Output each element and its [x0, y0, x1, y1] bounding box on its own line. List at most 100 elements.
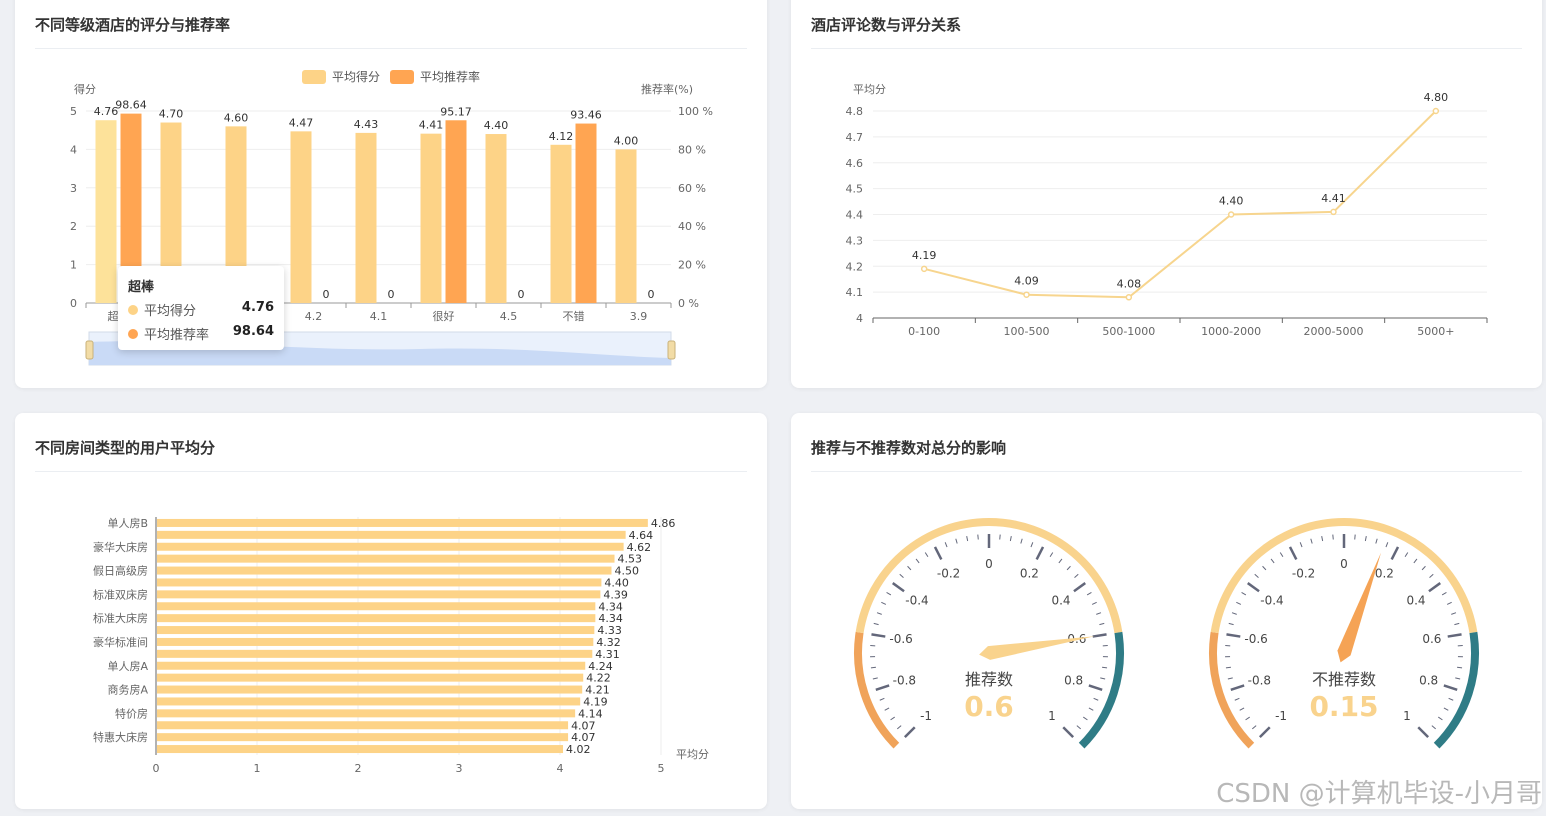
- zoom-handle-right: [667, 340, 676, 360]
- gauge-minor-tick: [884, 707, 890, 711]
- bar-recommend-label: 0: [388, 288, 395, 301]
- y-tick-label: 4.8: [846, 105, 864, 118]
- legend-swatch-score: [302, 70, 326, 84]
- gauge-minor-tick: [924, 552, 929, 558]
- gauge-minor-tick: [1228, 622, 1234, 626]
- gauge-minor-tick: [1086, 591, 1092, 596]
- bar-room: [157, 590, 601, 599]
- y-tick-label: 豪华标准间: [93, 635, 148, 649]
- chart1-divider: [35, 48, 747, 49]
- gauge-minor-tick: [1310, 538, 1313, 544]
- gauge-major-tick: [1288, 546, 1298, 561]
- card-room-type: 不同房间类型的用户平均分: [15, 413, 767, 809]
- gauge-minor-tick: [955, 538, 958, 544]
- gauge-minor-tick: [1245, 716, 1250, 721]
- gauge-minor-tick: [1083, 716, 1088, 721]
- bar-room-label: 4.02: [566, 743, 591, 756]
- x-tick-label: 3.9: [630, 310, 648, 323]
- gauge-minor-tick: [881, 601, 887, 605]
- data-point: [1023, 291, 1030, 298]
- bar-room-label: 4.86: [651, 517, 676, 530]
- gauge-major-tick: [1428, 582, 1442, 593]
- bar-room-label: 4.22: [586, 672, 611, 685]
- bar-score-label: 4.00: [614, 134, 639, 147]
- bar-room: [157, 709, 576, 718]
- watermark: CSDN @计算机毕设-小月哥: [1216, 779, 1542, 809]
- gauge-tick-label: 0.4: [1051, 594, 1070, 608]
- legend-label-recommend: 平均推荐率: [420, 69, 480, 84]
- bar-score: [420, 133, 442, 303]
- gauge-tick-label: -0.6: [1244, 632, 1267, 646]
- y-tick-label: 特价房: [115, 706, 148, 720]
- bar-room: [157, 661, 586, 670]
- bar-room-label: 4.19: [583, 695, 608, 708]
- y-tick-label: 标准双床房: [93, 587, 148, 601]
- data-point: [1330, 208, 1337, 216]
- gauge-minor-tick: [1279, 552, 1284, 558]
- zoom-handle-left: [85, 340, 94, 360]
- gauge-minor-tick: [1270, 558, 1275, 564]
- gauge-major-tick: [903, 726, 916, 739]
- bar-room: [157, 673, 584, 682]
- gauge-tick-label: -0.2: [937, 567, 960, 581]
- bar-score: [225, 126, 247, 303]
- bar-recommend-label: 95.17: [440, 105, 472, 118]
- bar-room-label: 4.07: [571, 719, 596, 732]
- gauge-minor-tick: [1227, 677, 1233, 680]
- chart4-title: 推荐与不推荐数对总分的影响: [811, 439, 1007, 457]
- gauge-tick-label: 1: [1403, 709, 1411, 723]
- gauge-minor-tick: [1049, 552, 1054, 558]
- bar-score-label: 4.70: [159, 108, 184, 121]
- y-tick-label: 商务房A: [107, 683, 148, 697]
- bar-score-label: 4.41: [419, 119, 444, 132]
- gauge-minor-tick: [1076, 725, 1082, 730]
- gauge-minor-tick: [966, 536, 969, 542]
- data-label: 4.09: [1014, 275, 1039, 288]
- gauge-tick-label: 0.2: [1020, 567, 1039, 581]
- gauge-tick-label: -1: [1275, 709, 1287, 723]
- gauge-minor-tick: [873, 622, 879, 626]
- gauge-minor-tick: [1431, 725, 1437, 730]
- bar-room: [157, 721, 569, 730]
- gauge-minor-tick: [886, 591, 892, 596]
- y-right-tick-label: 100 %: [678, 105, 713, 118]
- chart1-tooltip: 超棒 平均得分 4.76 平均推荐率 98.64: [118, 266, 284, 350]
- bar-room-label: 4.07: [571, 731, 596, 744]
- gauge-minor-tick: [1364, 536, 1367, 542]
- x-tick-label: 0-100: [908, 325, 940, 338]
- y-left-tick-label: 5: [70, 105, 77, 118]
- gauge-minor-tick: [1451, 612, 1457, 615]
- gauge-major-tick: [1062, 726, 1075, 739]
- bar-room: [157, 733, 569, 742]
- card-recommend-gauge: 推荐与不推荐数对总分的影响: [791, 413, 1542, 809]
- gauge-minor-tick: [1066, 565, 1071, 571]
- bar-room: [157, 637, 594, 646]
- tooltip-value-recommend: 98.64: [232, 324, 274, 339]
- gauge-tick-label: -0.2: [1292, 567, 1315, 581]
- data-point: [1125, 294, 1133, 301]
- data-label: 4.08: [1117, 277, 1142, 290]
- bar-room: [157, 578, 602, 587]
- gauge-minor-tick: [915, 558, 920, 564]
- bar-room: [157, 542, 624, 551]
- gauge-minor-tick: [879, 697, 885, 701]
- gauge-band-mid: [1210, 518, 1478, 634]
- y-tick-label: 4.4: [846, 209, 864, 222]
- gauge-minor-tick: [1441, 591, 1447, 596]
- gauge-minor-tick: [1254, 573, 1259, 578]
- gauge-tick-label: 0.6: [1422, 632, 1441, 646]
- bar-room-label: 4.21: [585, 684, 610, 697]
- gauge-minor-tick: [1239, 707, 1245, 711]
- x-tick-label: 0: [153, 762, 160, 775]
- bar-room-label: 4.31: [595, 648, 620, 661]
- gauge-minor-tick: [1234, 697, 1240, 701]
- y-tick-label: 单人房B: [107, 517, 148, 530]
- y-right-tick-label: 40 %: [678, 220, 706, 233]
- gauge-band-low: [854, 631, 900, 749]
- bar-room-label: 4.62: [627, 541, 652, 554]
- gauge-tick-label: -0.8: [1248, 674, 1271, 688]
- gauge-minor-tick: [1020, 538, 1023, 544]
- gauge-minor-tick: [1385, 542, 1389, 548]
- gauge-title: 不推荐数: [1312, 670, 1376, 689]
